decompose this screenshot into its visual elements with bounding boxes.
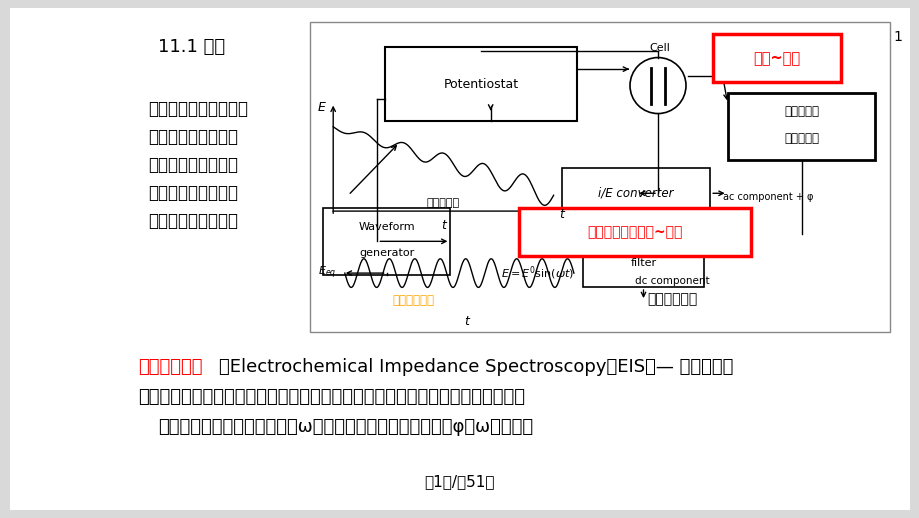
Bar: [518, 208, 750, 256]
Bar: [582, 239, 704, 287]
Text: （Electrochemical Impedance Spectroscopy，EIS）— 给电化学系: （Electrochemical Impedance Spectroscopy，…: [219, 358, 732, 376]
Text: $E_{eq}$: $E_{eq}$: [317, 265, 335, 281]
Text: 电化学阻抗谱: 电化学阻抗谱: [138, 358, 202, 376]
Text: 第1页/共51页: 第1页/共51页: [425, 474, 494, 490]
Text: Cell: Cell: [649, 42, 670, 52]
Text: 频谱分析仪: 频谱分析仪: [783, 132, 818, 145]
Bar: [323, 208, 450, 275]
Text: E: E: [317, 101, 324, 114]
Circle shape: [630, 57, 686, 113]
Text: 锁相放大器: 锁相放大器: [783, 106, 818, 119]
Bar: [727, 93, 875, 160]
Text: Potentiostat: Potentiostat: [443, 78, 518, 91]
Text: Waveform: Waveform: [357, 222, 414, 232]
Text: 阻抗~频率: 阻抗~频率: [753, 51, 800, 66]
Bar: [562, 168, 709, 219]
Text: 究电极材料、固体电: 究电极材料、固体电: [148, 156, 238, 174]
Text: （系统的阻抗）随正弦波频率ω的变化，或者是阻抗的相位角φ随ω的变化。: （系统的阻抗）随正弦波频率ω的变化，或者是阻抗的相位角φ随ω的变化。: [158, 418, 532, 436]
Text: 1: 1: [892, 30, 901, 44]
Text: 双电层和扩散等，研: 双电层和扩散等，研: [148, 128, 238, 146]
Text: 11.1 引言: 11.1 引言: [158, 38, 225, 56]
Text: generator: generator: [358, 248, 414, 258]
Text: dc component: dc component: [634, 276, 709, 286]
Text: 交流伏安法: 交流伏安法: [426, 198, 460, 208]
Text: 阻抗测量技术: 阻抗测量技术: [647, 292, 697, 306]
Text: 解质、导电高分子以: 解质、导电高分子以: [148, 184, 238, 202]
Text: 电化学阻抗法: 电化学阻抗法: [392, 294, 434, 307]
Text: 统施加一个频率不同的小振幅的交流正弦电势波，测量交流电势与电流信号的比值: 统施加一个频率不同的小振幅的交流正弦电势波，测量交流电势与电流信号的比值: [138, 388, 525, 406]
Bar: [310, 22, 889, 332]
Text: 阻抗模量、相位角~频率: 阻抗模量、相位角~频率: [586, 225, 682, 239]
Text: 分析电极过程动力学、: 分析电极过程动力学、: [148, 100, 248, 118]
Text: t: t: [440, 219, 446, 232]
Text: i/E converter: i/E converter: [598, 187, 674, 200]
Bar: [712, 34, 840, 82]
Text: filter: filter: [630, 258, 656, 268]
Text: $E=E^0\sin(\omega t)$: $E=E^0\sin(\omega t)$: [500, 264, 573, 282]
Text: 及腐蚀防护机理等。: 及腐蚀防护机理等。: [148, 212, 238, 230]
Text: t: t: [464, 314, 469, 328]
Text: ac component + φ: ac component + φ: [722, 192, 812, 202]
Text: t: t: [559, 208, 563, 221]
Bar: [385, 47, 576, 121]
